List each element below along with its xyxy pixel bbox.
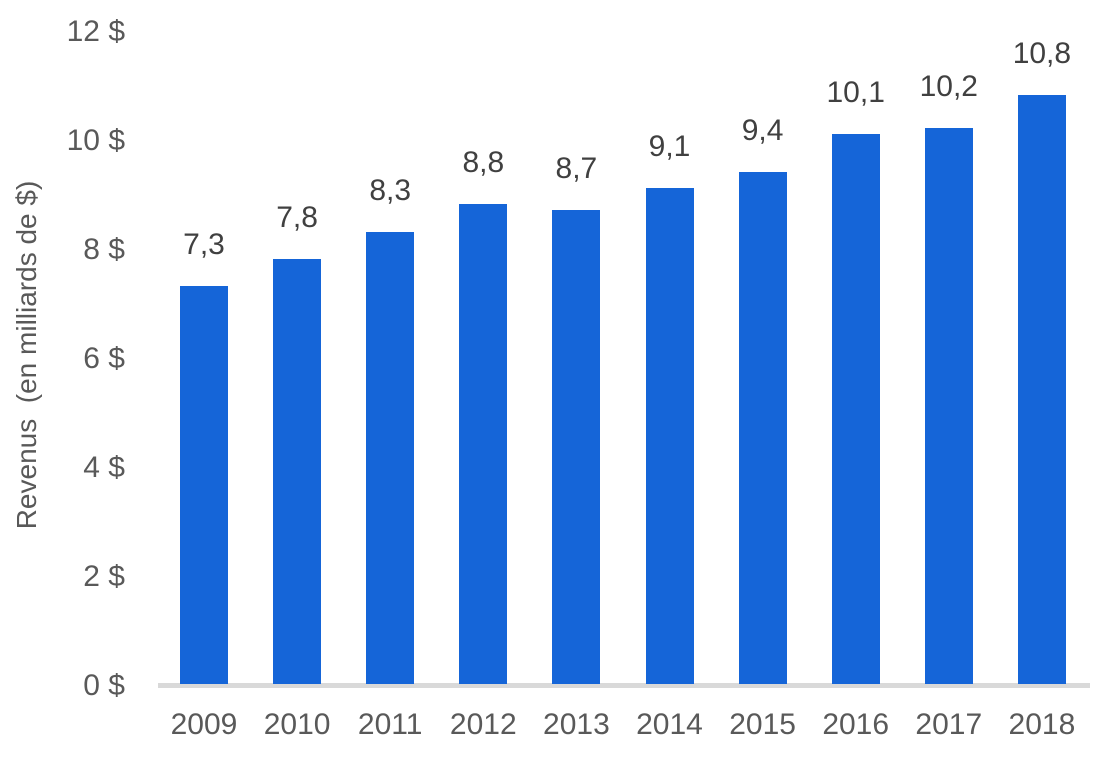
x-axis-tick-label: 2010 xyxy=(263,708,331,741)
x-axis-tick-label: 2018 xyxy=(1008,708,1076,741)
x-axis-tick-label: 2012 xyxy=(449,708,517,741)
y-axis-tick-label: 6 $ xyxy=(83,342,125,375)
bar-value-label: 7,3 xyxy=(183,228,225,262)
x-axis-tick-label: 2015 xyxy=(729,708,796,741)
bar-value-label: 10,1 xyxy=(826,75,885,109)
bar-2016 xyxy=(831,133,880,684)
x-axis-line xyxy=(158,683,1090,688)
y-axis-tick-label: 4 $ xyxy=(83,451,125,484)
bar-2012 xyxy=(459,204,508,684)
bar-2013 xyxy=(552,209,601,684)
x-axis-tick-label: 2009 xyxy=(170,708,238,741)
bar-2017 xyxy=(924,128,973,684)
x-axis-tick-label: 2017 xyxy=(915,708,983,741)
bar-2018 xyxy=(1017,95,1066,684)
bar-value-label: 8,7 xyxy=(555,151,598,185)
y-axis-tick-label: 8 $ xyxy=(83,233,125,266)
bar-value-label: 10,8 xyxy=(1012,37,1072,71)
bar-value-label: 7,8 xyxy=(276,200,318,234)
bar-2014 xyxy=(645,188,694,684)
bar-2015 xyxy=(738,171,787,684)
bar-value-label: 9,1 xyxy=(648,130,691,164)
bar-2010 xyxy=(273,258,322,684)
bar-value-label: 8,3 xyxy=(369,173,412,207)
bar-2009 xyxy=(180,286,228,684)
x-axis-tick-label: 2014 xyxy=(636,708,703,741)
bar-2011 xyxy=(366,231,415,684)
y-axis-tick-label: 10 $ xyxy=(66,124,125,157)
x-axis-tick-label: 2016 xyxy=(822,708,890,741)
y-axis-tick-label: 2 $ xyxy=(83,560,125,593)
bar-value-label: 10,2 xyxy=(919,70,978,104)
x-axis-tick-label: 2011 xyxy=(357,708,423,741)
y-axis-tick-label: 12 $ xyxy=(66,15,125,48)
x-axis-tick-label: 2013 xyxy=(543,708,610,741)
y-axis-tick-label: 0 $ xyxy=(83,669,125,702)
bar-value-label: 9,4 xyxy=(741,113,784,147)
bar-value-label: 8,8 xyxy=(462,146,505,180)
